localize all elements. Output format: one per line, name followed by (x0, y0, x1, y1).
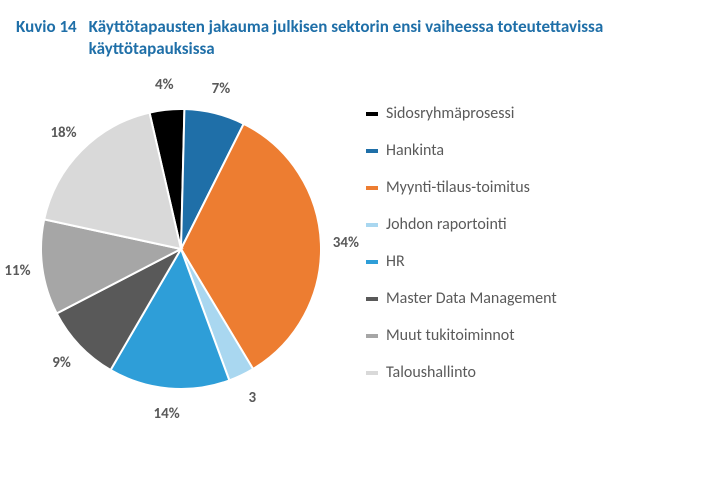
legend-marker (366, 149, 378, 153)
legend-label: Muut tukitoiminnot (386, 326, 515, 345)
chart-title-row: Kuvio 14 Käyttötapausten jakauma julkise… (16, 16, 695, 60)
legend-label: HR (386, 252, 405, 271)
legend-item: Johdon raportointi (366, 215, 557, 234)
figure-number: Kuvio 14 (16, 16, 77, 60)
legend-item: Hankinta (366, 141, 557, 160)
slice-label: 3 (248, 389, 256, 407)
pie-chart: 4%7%34%314%9%11%18% (16, 84, 346, 414)
legend-label: Taloushallinto (386, 363, 476, 382)
legend-label: Hankinta (386, 141, 444, 160)
figure-title: Käyttötapausten jakauma julkisen sektori… (89, 16, 695, 60)
chart-area: 4%7%34%314%9%11%18% Sidosryhmäprosessi Ha… (16, 84, 695, 414)
legend-marker (366, 371, 378, 375)
legend: Sidosryhmäprosessi Hankinta Myynti-tilaus-… (366, 84, 557, 382)
slice-label: 34% (333, 234, 359, 252)
legend-marker (366, 112, 378, 116)
legend-marker (366, 334, 378, 338)
slice-label: 14% (154, 405, 180, 423)
legend-marker (366, 260, 378, 264)
slice-label: 4% (155, 76, 174, 94)
slice-label: 18% (50, 124, 76, 142)
legend-marker (366, 297, 378, 301)
legend-marker (366, 186, 378, 190)
legend-label: Sidosryhmäprosessi (386, 104, 514, 123)
slice-label: 11% (4, 262, 30, 280)
legend-label: Johdon raportointi (386, 215, 507, 234)
legend-item: HR (366, 252, 557, 271)
legend-marker (366, 223, 378, 227)
legend-item: Myynti-tilaus-toimitus (366, 178, 557, 197)
legend-item: Master Data Management (366, 289, 557, 308)
slice-label: 7% (212, 80, 231, 98)
legend-label: Master Data Management (386, 289, 557, 308)
legend-item: Taloushallinto (366, 363, 557, 382)
slice-label: 9% (52, 354, 71, 372)
legend-item: Sidosryhmäprosessi (366, 104, 557, 123)
legend-item: Muut tukitoiminnot (366, 326, 557, 345)
legend-label: Myynti-tilaus-toimitus (386, 178, 530, 197)
